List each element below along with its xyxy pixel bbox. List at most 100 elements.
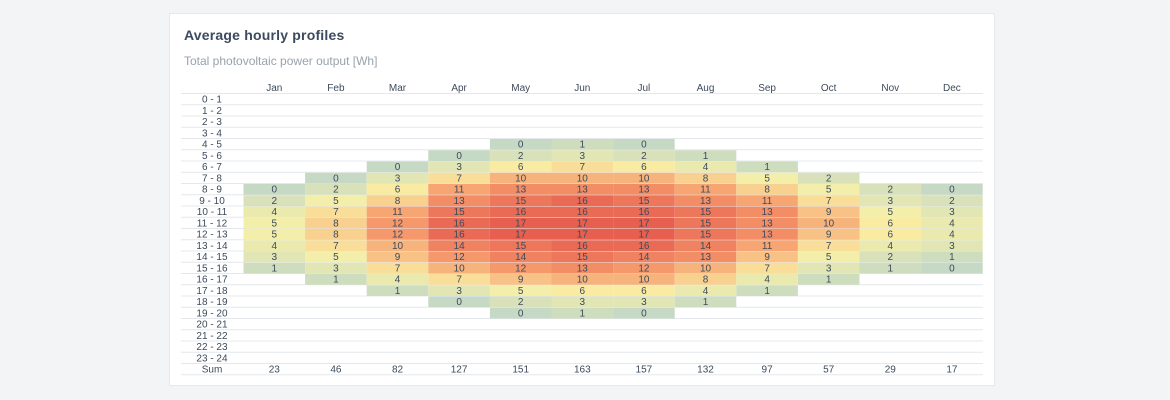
sum-value: 132 [697,365,714,376]
sum-value: 151 [512,365,529,376]
heatmap-cell [613,262,675,274]
column-header: Aug [697,83,715,94]
cell-value: 8 [703,173,709,184]
cell-value: 9 [764,252,770,263]
heatmap-cell [736,184,798,195]
cell-value: 0 [641,140,647,151]
heatmap-cell [489,262,552,274]
cell-value: 3 [333,263,339,274]
cell-value: 1 [703,151,709,162]
heatmap-cell [674,217,737,229]
heatmap-cell [366,240,429,251]
heatmap-cell [859,262,922,274]
heatmap-cell [428,206,490,218]
heatmap-cell [921,195,983,206]
heatmap-cell [736,285,798,296]
cell-value: 0 [395,162,401,173]
heatmap-cell [551,161,614,173]
column-header: Nov [881,83,899,94]
cell-value: 7 [764,263,770,274]
heatmap-cell [613,184,675,195]
heatmap-cell [921,251,983,263]
heatmap-cell [366,206,429,218]
row-label: 10 - 11 [197,207,228,218]
cell-value: 11 [700,185,711,196]
cell-value: 4 [272,207,278,218]
heatmap-cell [551,184,614,195]
cell-value: 7 [826,241,832,252]
cell-value: 3 [272,252,278,263]
cell-value: 17 [577,230,589,241]
cell-value: 15 [700,207,712,218]
cell-value: 3 [580,151,586,162]
cell-value: 16 [577,196,589,207]
cell-value: 13 [700,252,712,263]
cell-value: 2 [949,196,955,207]
heatmap-cell [613,195,675,206]
heatmap-cell [797,251,860,263]
heatmap-cell [736,172,798,184]
cell-value: 3 [456,286,462,297]
heatmap-cell [305,184,367,195]
cell-value: 10 [638,173,650,184]
cell-value: 13 [700,196,712,207]
cell-value: 1 [703,297,709,308]
heatmap-cell [736,206,798,218]
cell-value: 0 [456,297,462,308]
heatmap-cell [797,172,860,184]
cell-value: 1 [764,162,770,173]
cell-value: 15 [700,230,712,241]
cell-value: 13 [577,185,589,196]
heatmap-cell [489,195,552,206]
column-header: Feb [327,83,345,94]
cell-value: 9 [826,230,832,241]
heatmap-cell [551,229,614,240]
heatmap-cell [305,195,367,206]
cell-value: 3 [641,297,647,308]
cell-value: 1 [764,286,770,297]
heatmap-cell [613,229,675,240]
cell-value: 0 [949,185,955,196]
cell-value: 1 [333,275,339,286]
sum-label: Sum [202,365,223,376]
sum-value: 29 [885,365,897,376]
cell-value: 1 [395,286,401,297]
heatmap-cell [613,206,675,218]
row-label: 7 - 8 [202,173,222,184]
cell-value: 10 [577,275,589,286]
cell-value: 11 [454,185,465,196]
cell-value: 8 [703,275,709,286]
cell-value: 16 [454,230,466,241]
heatmap-cell [613,251,675,263]
cell-value: 0 [641,308,647,319]
heatmap-cell [921,229,983,240]
heatmap-cell [674,251,737,263]
heatmap-cell [428,240,490,251]
heatmap-cell [797,195,860,206]
heatmap-cell [736,195,798,206]
cell-value: 0 [272,185,278,196]
cell-value: 5 [764,173,770,184]
cell-value: 17 [638,230,650,241]
heatmap-cell [428,217,490,229]
cell-value: 16 [577,207,589,218]
row-label: 17 - 18 [196,286,228,297]
heatmap-cell [613,274,675,285]
row-label: 6 - 7 [202,162,222,173]
row-label: 15 - 16 [196,263,228,274]
cell-value: 1 [580,308,586,319]
cell-value: 16 [638,207,650,218]
cell-value: 0 [518,308,524,319]
cell-value: 4 [395,275,401,286]
heatmap-cell [859,217,922,229]
heatmap-cell [613,296,675,308]
heatmap-cell [428,285,490,296]
column-header: Jul [638,83,651,94]
heatmap-cell [736,240,798,251]
heatmap-cell [859,206,922,218]
heatmap-cell [797,184,860,195]
heatmap-cell [428,150,490,161]
cell-value: 6 [395,185,401,196]
cell-value: 9 [518,275,524,286]
